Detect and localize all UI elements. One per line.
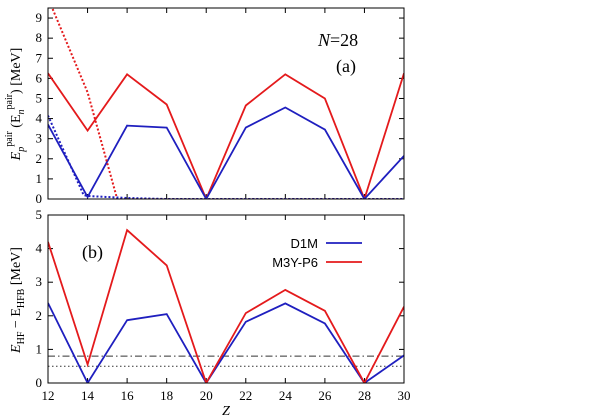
b-ytick-label: 3 xyxy=(36,274,43,289)
panel-b-label: (b) xyxy=(82,242,103,263)
xtick-label: 14 xyxy=(81,388,95,403)
b-ytick-label: 5 xyxy=(36,207,43,222)
a-series-line-2 xyxy=(51,8,404,199)
a-series-line-0 xyxy=(48,72,404,199)
panel-a-annotation: N=28 xyxy=(317,30,358,50)
b-ytick-label: 2 xyxy=(36,308,43,323)
panel-b-frame xyxy=(47,214,405,384)
panel-a-frame xyxy=(47,7,405,200)
a-series-line-3 xyxy=(48,115,404,199)
a-ytick-label: 3 xyxy=(36,131,43,146)
xtick-label: 12 xyxy=(42,388,55,403)
xtick-label: 16 xyxy=(121,388,135,403)
a-ytick-label: 2 xyxy=(36,151,43,166)
xtick-label: 20 xyxy=(200,388,213,403)
xtick-label: 30 xyxy=(398,388,411,403)
a-ytick-label: 1 xyxy=(36,171,43,186)
a-ytick-label: 5 xyxy=(36,90,43,105)
a-ytick-label: 7 xyxy=(36,50,43,65)
xtick-label: 28 xyxy=(358,388,371,403)
b-ytick-label: 0 xyxy=(36,375,43,390)
xtick-label: 26 xyxy=(318,388,332,403)
a-ytick-label: 4 xyxy=(36,111,43,126)
xtick-label: 22 xyxy=(239,388,252,403)
panel-a-ticks: 0 1 2 3 4 5 6 7 8 9 xyxy=(36,8,405,206)
b-ytick-label: 1 xyxy=(36,341,43,356)
a-ytick-label: 9 xyxy=(36,10,43,25)
a-series-line-1 xyxy=(48,106,404,199)
x-axis-label: Z xyxy=(222,404,230,419)
panel-a: 0 1 2 3 4 5 6 7 8 9 N=28 (a) Eppair (Enpair) [MeV… xyxy=(4,7,405,206)
b-ytick-label: 4 xyxy=(36,241,43,256)
a-ytick-label: 6 xyxy=(36,70,43,85)
a-ytick-label: 8 xyxy=(36,30,43,45)
legend-label: M3Y-P6 xyxy=(272,255,318,270)
legend: D1M M3Y-P6 xyxy=(272,236,362,270)
xtick-label: 24 xyxy=(279,388,293,403)
a-ytick-label: 0 xyxy=(36,191,43,206)
b-series-line-1 xyxy=(48,228,404,383)
panel-b-series xyxy=(48,228,404,383)
legend-label: D1M xyxy=(291,236,318,251)
xtick-label: 18 xyxy=(160,388,173,403)
panel-a-ylabel: Eppair (Enpair) [MeV] xyxy=(4,48,27,162)
panel-b-ylabel: EHF − EHFB [MeV] xyxy=(9,247,27,354)
panel-a-series xyxy=(48,8,404,199)
panel-a-label: (a) xyxy=(336,56,356,77)
b-series-line-0 xyxy=(48,302,404,383)
